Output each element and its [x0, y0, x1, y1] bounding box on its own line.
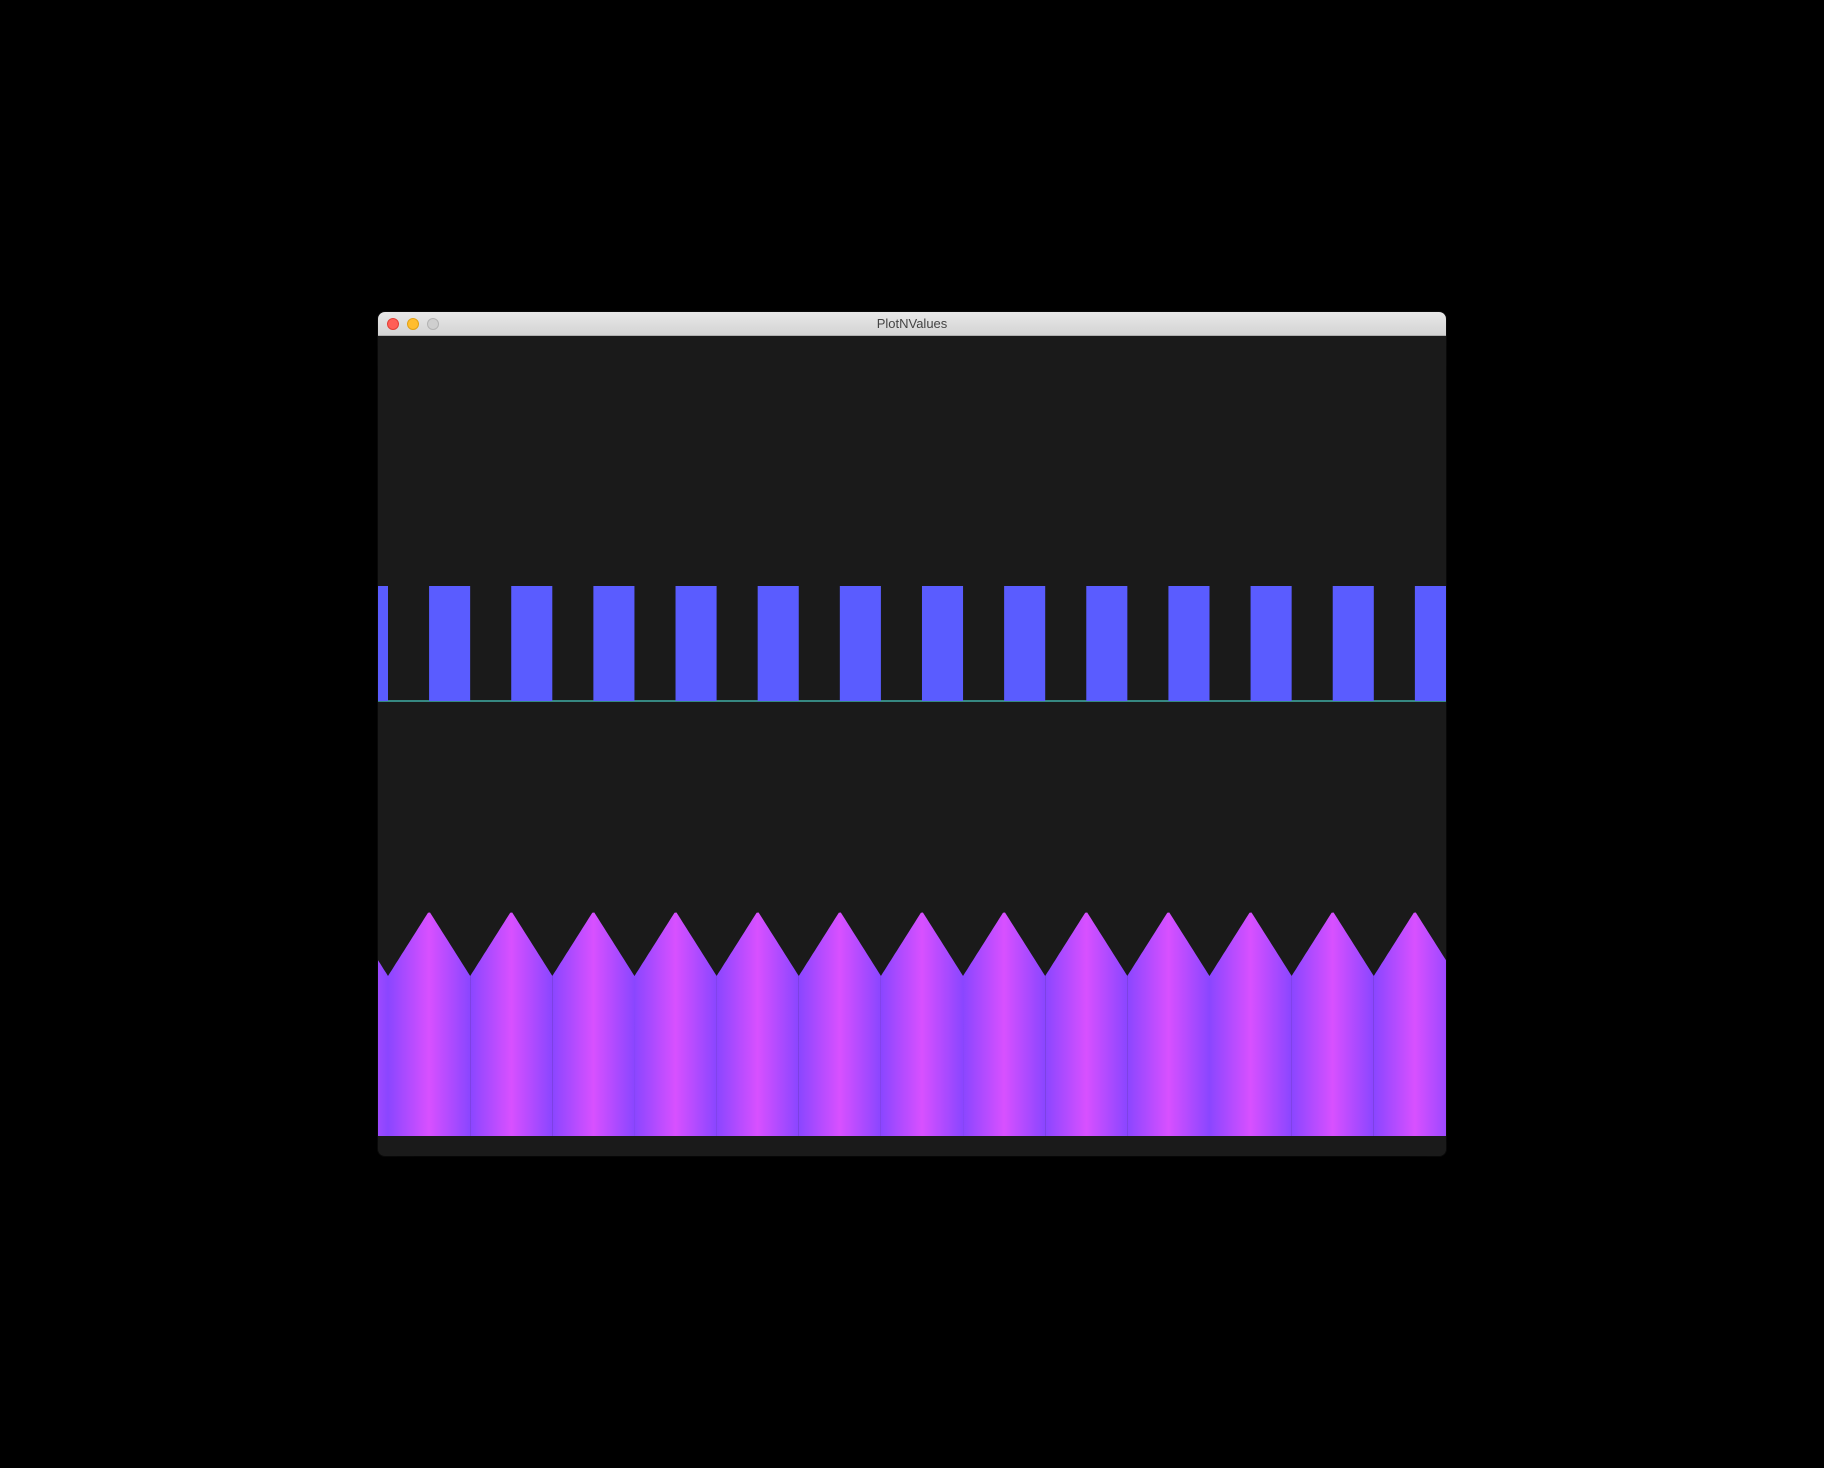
triangle-segment: [1292, 913, 1374, 1137]
triangle-segment: [1127, 913, 1209, 1137]
triangle-segment: [1210, 913, 1292, 1137]
triangle-segment: [378, 960, 388, 1136]
triangle-segment: [470, 913, 552, 1137]
square-bar: [840, 586, 881, 701]
triangle-segment: [799, 913, 881, 1137]
square-bar: [1333, 586, 1374, 701]
app-window: PlotNValues: [378, 312, 1446, 1156]
minimize-button[interactable]: [407, 318, 419, 330]
plot-canvas: [378, 336, 1446, 1156]
triangle-segment: [1045, 913, 1127, 1137]
triangle-segment: [388, 913, 470, 1137]
square-bar: [758, 586, 799, 701]
square-bar: [922, 586, 963, 701]
traffic-lights: [378, 318, 439, 330]
triangle-segment: [881, 913, 963, 1137]
square-bar: [593, 586, 634, 701]
titlebar[interactable]: PlotNValues: [378, 312, 1446, 336]
square-bar: [378, 586, 388, 701]
close-button[interactable]: [387, 318, 399, 330]
square-wave-panel: [378, 586, 1446, 701]
triangle-segment: [717, 913, 799, 1137]
square-bar: [1415, 586, 1446, 701]
square-bar: [1251, 586, 1292, 701]
square-bar: [1086, 586, 1127, 701]
triangle-segment: [963, 913, 1045, 1137]
triangle-segment: [634, 913, 716, 1137]
triangle-segment: [552, 913, 634, 1137]
window-title: PlotNValues: [378, 316, 1446, 331]
plot-svg: [378, 336, 1446, 1156]
square-bar: [511, 586, 552, 701]
triangle-wave-panel: [378, 913, 1446, 1137]
maximize-button[interactable]: [427, 318, 439, 330]
square-bar: [676, 586, 717, 701]
square-bar: [1168, 586, 1209, 701]
triangle-segment: [1374, 913, 1446, 1137]
square-bar: [429, 586, 470, 701]
square-bar: [1004, 586, 1045, 701]
